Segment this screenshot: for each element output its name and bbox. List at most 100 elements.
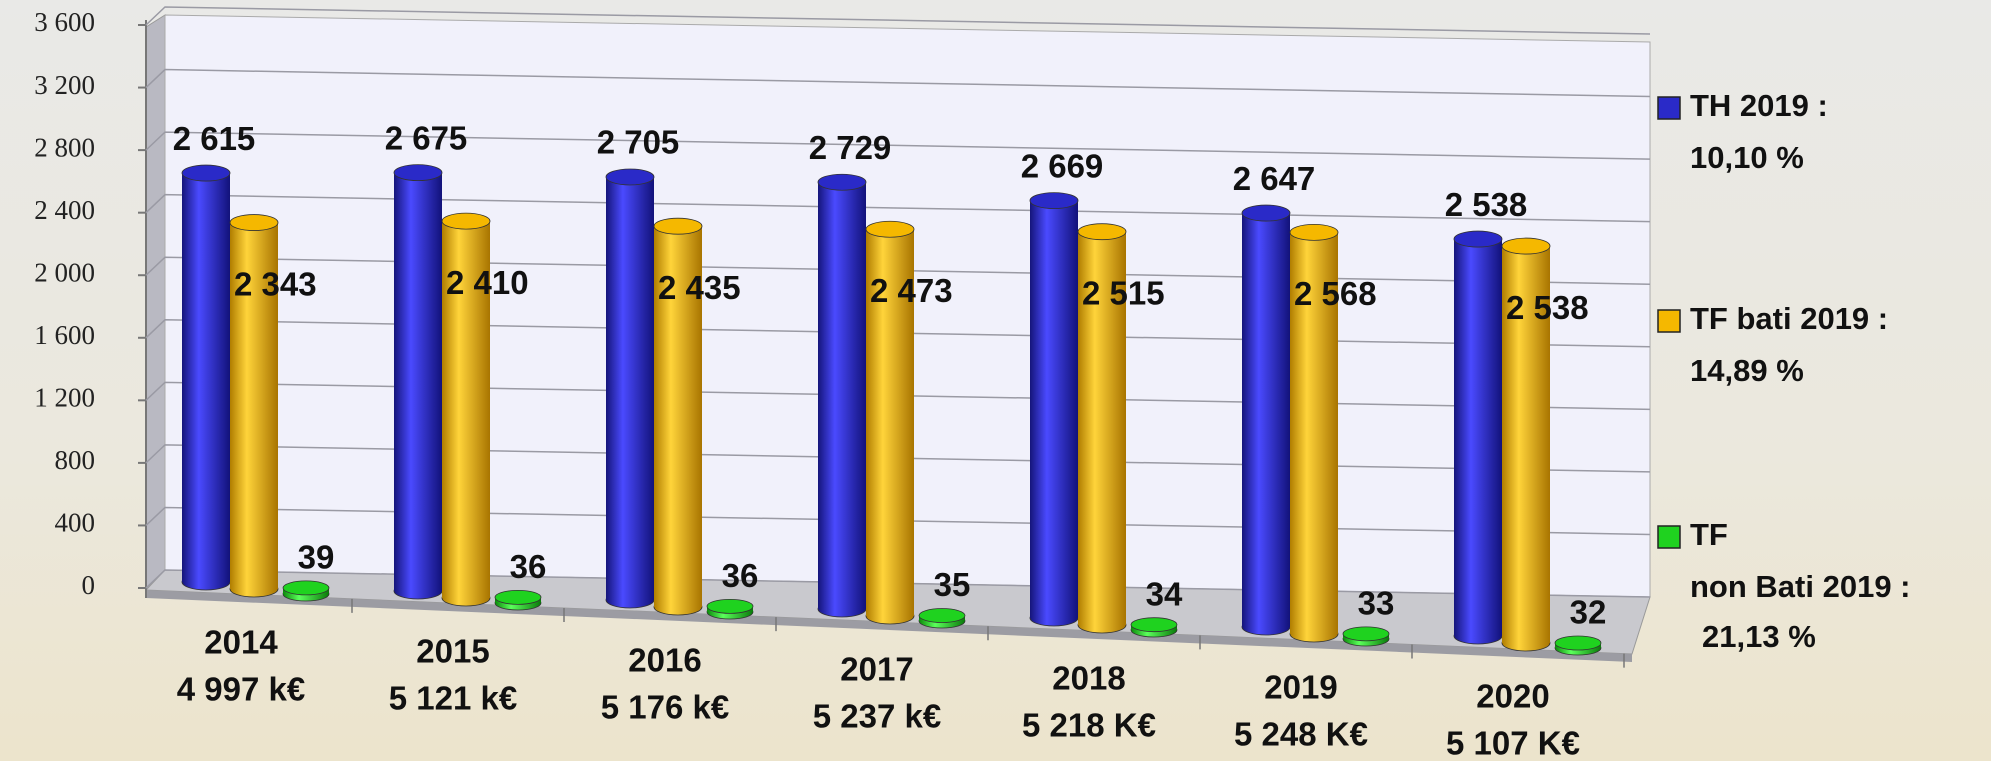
bar [1078, 231, 1126, 625]
legend-rate: 14,89 % [1690, 353, 1804, 388]
legend-label: TF [1690, 517, 1728, 552]
y-tick-label: 2 800 [34, 132, 95, 162]
x-tick-label: 2017 [840, 651, 913, 688]
y-tick-label: 1 200 [34, 383, 95, 413]
value-label: 2 343 [234, 265, 317, 302]
x-tick-label: 2018 [1052, 660, 1125, 697]
x-tick-label: 2016 [628, 642, 701, 679]
legend-label: TF bati 2019 : [1690, 301, 1888, 336]
x-tick-sublabel: 5 248 K€ [1234, 716, 1368, 753]
grid-line [145, 193, 1651, 223]
y-tick-label: 400 [55, 508, 96, 538]
bar [230, 222, 278, 590]
bar [654, 226, 702, 607]
bar-top [1077, 223, 1127, 241]
value-label: 2 669 [1021, 147, 1104, 184]
y-tick-label: 2 000 [34, 257, 95, 287]
bar-top [441, 212, 491, 230]
bar-top [1342, 626, 1390, 642]
x-tick-label: 2019 [1264, 669, 1337, 706]
bar-top [653, 217, 703, 235]
value-label: 2 615 [173, 120, 256, 157]
y-tick-label: 800 [55, 445, 96, 475]
value-label: 36 [722, 557, 759, 594]
bar [1502, 246, 1550, 643]
value-label: 2 705 [597, 124, 680, 161]
bar-top [1453, 230, 1503, 248]
legend-swatch [1657, 96, 1681, 120]
value-label: 2 410 [446, 264, 529, 301]
bar-top [1241, 204, 1291, 222]
legend-swatch [1657, 525, 1681, 549]
bar-top [229, 214, 279, 231]
y-tick-label: 3 600 [34, 7, 95, 37]
bar-top [865, 220, 915, 238]
labels: 2 615 2 343 39 2014 4 997 k€ 2 675 2 410 36 2015… [173, 119, 1625, 761]
legend-label: non Bati 2019 : [1690, 569, 1911, 604]
x-tick-sublabel: 5 107 K€ [1446, 725, 1580, 761]
bars [181, 164, 1602, 656]
grid-line [145, 381, 1651, 411]
value-label: 34 [1146, 575, 1183, 612]
x-tick-sublabel: 5 176 k€ [601, 689, 729, 726]
grid: 0 400 800 1 200 1 600 2 000 2 400 2 800 3 200 3 6… [34, 6, 1651, 600]
grid-line [145, 68, 1651, 98]
legend: TH 2019 : 10,10 % TF bati 2019 : 14,89 % TF n… [1657, 88, 1911, 654]
grid-line [145, 6, 1651, 35]
value-label: 2 568 [1294, 275, 1377, 312]
bar [1290, 232, 1338, 635]
x-tick-label: 2014 [204, 624, 278, 661]
bar-top [817, 173, 867, 191]
bar-top [1289, 223, 1339, 241]
y-tick-label: 3 200 [34, 70, 95, 100]
value-label: 2 538 [1445, 186, 1528, 223]
value-label: 33 [1358, 585, 1395, 622]
y-tick-label: 0 [82, 570, 96, 600]
value-label: 39 [298, 539, 335, 576]
bar [442, 221, 490, 598]
bar [182, 173, 230, 582]
bar-top [1130, 617, 1178, 633]
bar [1454, 239, 1502, 636]
legend-swatch [1657, 309, 1681, 333]
value-label: 2 473 [870, 272, 953, 309]
value-label: 2 647 [1233, 160, 1316, 197]
bar-top [393, 164, 443, 182]
bar-top [605, 168, 655, 186]
legend-label: TH 2019 : [1690, 88, 1828, 123]
bar-top [181, 164, 231, 182]
bar [1242, 213, 1290, 627]
bar-top [918, 608, 966, 623]
value-label: 36 [510, 548, 547, 585]
x-tick-label: 2015 [416, 633, 489, 670]
grid-line [145, 444, 1651, 473]
bar [394, 172, 442, 591]
value-label: 32 [1570, 594, 1607, 631]
bar-top [1501, 237, 1551, 255]
grid-line [145, 256, 1651, 285]
bar [866, 229, 914, 616]
grid-line [145, 319, 1651, 348]
x-tick-label: 2020 [1476, 678, 1549, 715]
bar-top [282, 580, 330, 596]
bar-top [706, 598, 754, 614]
value-label: 2 538 [1506, 289, 1589, 326]
bar-top [1554, 635, 1602, 651]
y-tick-label: 2 400 [34, 195, 95, 225]
value-label: 2 729 [809, 129, 892, 166]
bar [1030, 200, 1078, 618]
value-label: 2 675 [385, 119, 468, 156]
value-label: 2 435 [658, 269, 741, 306]
bar [818, 182, 866, 609]
legend-rate: 10,10 % [1690, 140, 1804, 175]
y-tick-label: 1 600 [34, 320, 95, 350]
value-label: 35 [934, 566, 971, 603]
x-tick-sublabel: 5 218 K€ [1022, 707, 1156, 744]
x-tick-sublabel: 5 237 k€ [813, 698, 941, 735]
grid-line [145, 506, 1651, 536]
value-label: 2 515 [1082, 274, 1165, 311]
grid-line [145, 131, 1651, 160]
grid-line [145, 569, 1651, 598]
side-wall [145, 14, 166, 592]
